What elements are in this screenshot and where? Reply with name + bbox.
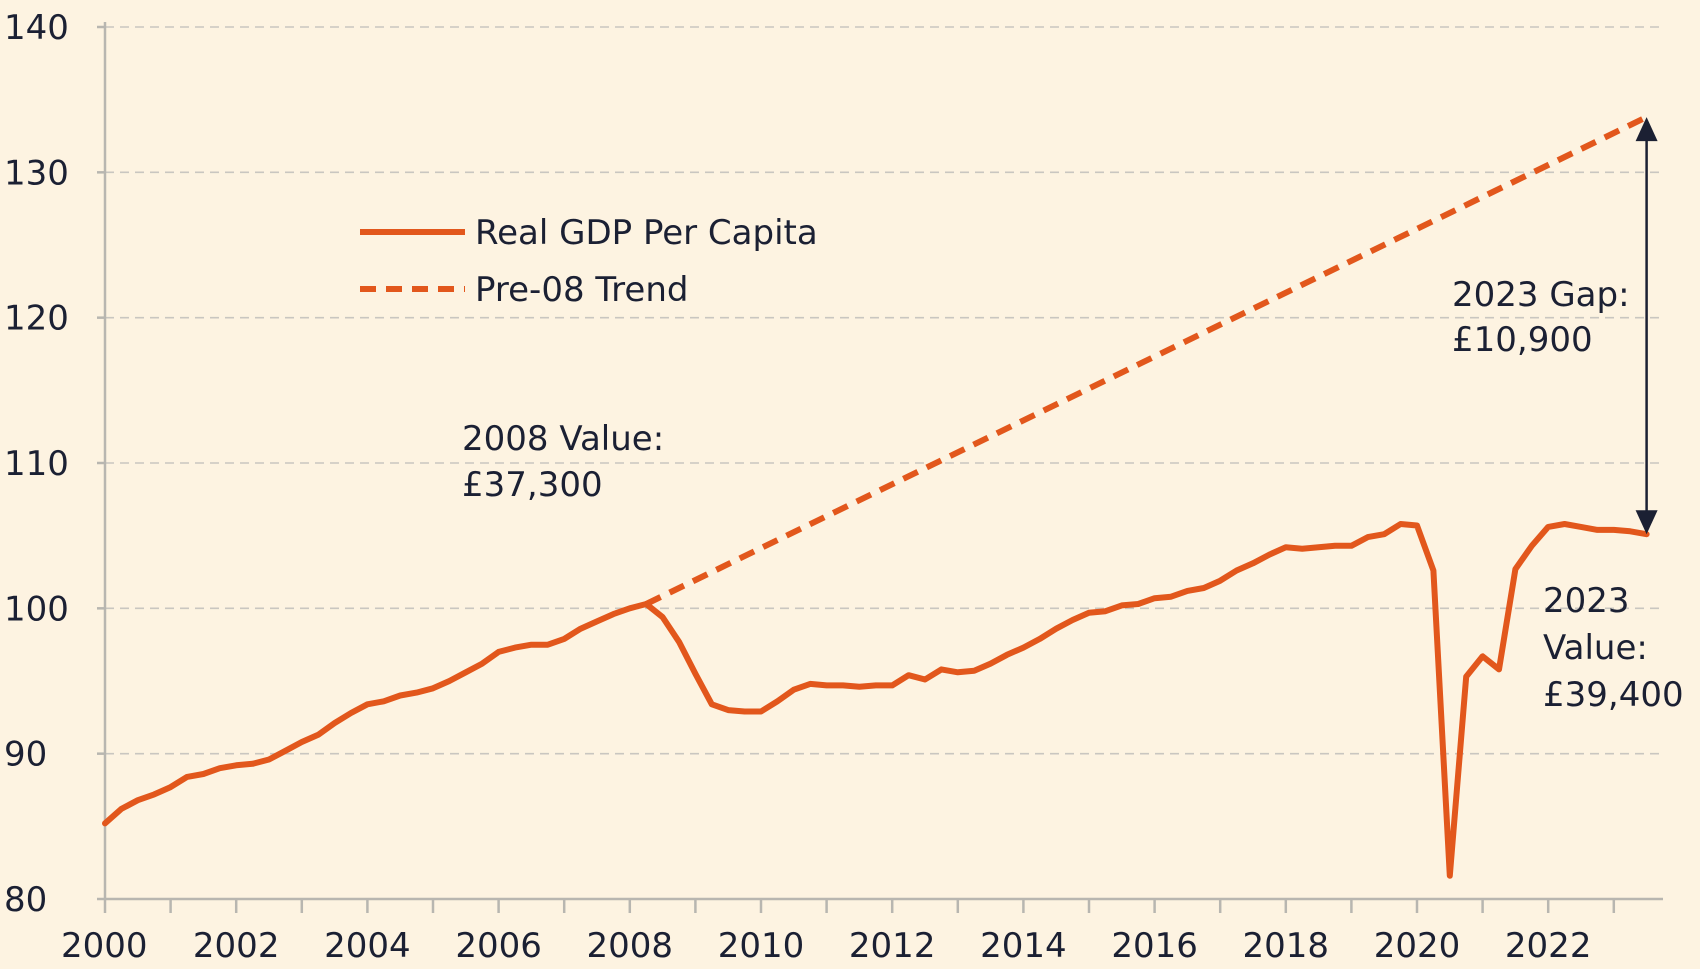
x-tick-label-2012: 2012 xyxy=(849,926,936,966)
series-lines xyxy=(102,114,1650,879)
y-tick-label-80: 80 xyxy=(4,880,47,920)
x-tick-label-2020: 2020 xyxy=(1374,926,1461,966)
annotation-2023-gap: 2023 Gap: £10,900 xyxy=(1452,275,1630,360)
x-tick-label-2018: 2018 xyxy=(1243,926,1330,966)
gap-arrow-head-bottom xyxy=(1635,510,1658,535)
gap-arrow-head-top xyxy=(1635,117,1658,142)
gap-arrow xyxy=(1635,117,1658,535)
legend-label-real-gdp: Real GDP Per Capita xyxy=(475,213,818,253)
x-tick-label-2002: 2002 xyxy=(193,926,280,966)
annotation-2023-value-line3: £39,400 xyxy=(1543,675,1684,715)
grid-lines xyxy=(105,26,1663,755)
x-tick-label-2000: 2000 xyxy=(61,926,148,966)
series-line-real-gdp-per-capita xyxy=(102,521,1650,879)
y-tick-label-130: 130 xyxy=(4,153,69,193)
x-tick-label-2014: 2014 xyxy=(980,926,1067,966)
annotation-2023-gap-line2: £10,900 xyxy=(1452,320,1593,360)
y-tick-label-90: 90 xyxy=(4,735,47,775)
legend: Real GDP Per Capita Pre-08 Trend xyxy=(360,213,818,310)
y-tick-label-110: 110 xyxy=(4,444,69,484)
y-tick-label-140: 140 xyxy=(4,8,69,48)
y-tick-label-100: 100 xyxy=(4,589,69,629)
annotation-2023-gap-line1: 2023 Gap: xyxy=(1452,275,1630,315)
x-tick-label-2010: 2010 xyxy=(718,926,805,966)
series-line-pre-08-trend xyxy=(644,114,1648,607)
legend-label-trend: Pre-08 Trend xyxy=(475,270,688,310)
annotation-2023-value-line2: Value: xyxy=(1543,628,1648,668)
x-tick-label-2022: 2022 xyxy=(1505,926,1592,966)
annotation-2008-value: 2008 Value: £37,300 xyxy=(462,419,664,505)
x-tick-label-2008: 2008 xyxy=(587,926,674,966)
annotation-2023-value: 2023 Value: £39,400 xyxy=(1543,581,1684,715)
y-tick-label-120: 120 xyxy=(4,299,69,339)
annotation-2023-value-line1: 2023 xyxy=(1543,581,1630,621)
x-tick-label-2004: 2004 xyxy=(324,926,411,966)
x-tick-label-2016: 2016 xyxy=(1111,926,1198,966)
axes xyxy=(97,22,1663,913)
annotation-2008-value-line1: 2008 Value: xyxy=(462,419,664,459)
annotation-2008-value-line2: £37,300 xyxy=(462,465,603,505)
tick-labels: 80 90 100 110 120 130 140 2000 2002 2004 2006 2008 2… xyxy=(4,8,1591,966)
x-tick-label-2006: 2006 xyxy=(455,926,542,966)
